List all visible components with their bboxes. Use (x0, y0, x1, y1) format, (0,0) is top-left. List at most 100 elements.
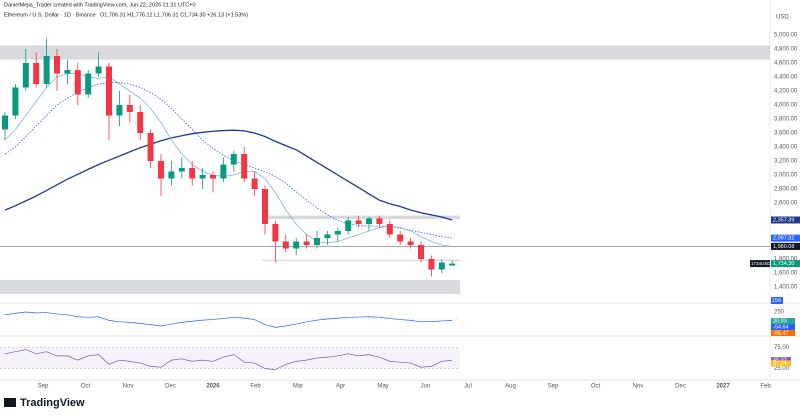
x-tick-label: Dec (165, 384, 176, 390)
candle-body (158, 161, 164, 179)
rsi-tag: 37.24 (773, 361, 787, 367)
ohlc: O1,706.31 H1,776.12 L1,706.31 C1,734.30 … (100, 12, 248, 18)
y-tick-label: 2,600.00 (774, 201, 798, 207)
candle-body (220, 164, 227, 179)
candle-body (12, 87, 19, 116)
x-tick-label: Feb (760, 384, 771, 390)
rsi-tag-bg (771, 357, 791, 364)
price-marker: 1734USD (751, 261, 771, 266)
macd-tag-bg (771, 318, 795, 324)
x-tick-label: Jul (464, 384, 472, 390)
rsi-band (0, 347, 461, 369)
x-tick-label: Sep (548, 384, 559, 390)
macd-tag: -54.64 (773, 324, 789, 330)
rsi-line (4, 349, 453, 371)
y-tick-label: 3,800.00 (774, 117, 798, 123)
zone (0, 45, 770, 60)
candle-body (345, 220, 352, 231)
x-tick-label: Dec (675, 384, 686, 390)
y-tick-label: 4,200.00 (774, 89, 798, 95)
candle-body (386, 224, 393, 235)
candle-body (199, 175, 206, 179)
candle-body (54, 56, 60, 74)
candle-body (293, 241, 300, 249)
marker-bg (750, 260, 770, 268)
candle-body (324, 234, 331, 238)
y-tick-label: 3,600.00 (774, 131, 798, 137)
ma-tag-bg (771, 216, 800, 224)
x-tick-label: Sep (38, 384, 49, 390)
candle-body (74, 70, 81, 95)
candle-body (126, 105, 133, 112)
candle-body (241, 154, 248, 179)
zone (0, 280, 461, 294)
candle-body (230, 154, 237, 165)
y-tick-label: 1,600.00 (774, 271, 798, 277)
candle-body (428, 259, 435, 270)
ma-line (4, 129, 453, 221)
candle-body (376, 218, 383, 224)
logo-icon (4, 398, 16, 407)
ma-line (4, 82, 453, 239)
candle-body (449, 263, 456, 266)
price-tag-bg (771, 260, 800, 268)
candle-body (303, 241, 310, 245)
x-tick-label: Mar (293, 384, 303, 390)
currency: USD (776, 15, 789, 21)
y-tick-label: 4,800.00 (774, 47, 798, 53)
ma-tag: 2,097.82 (773, 236, 794, 242)
macd-tick: 250 (774, 310, 785, 316)
candle-body (251, 178, 258, 189)
zone (262, 215, 461, 220)
candle-body (85, 73, 92, 95)
candle-body (168, 171, 175, 179)
candle-body (438, 262, 445, 270)
candle-body (147, 133, 154, 161)
y-tick-label: 4,000.00 (774, 103, 798, 109)
y-tick-label: 5,000.00 (774, 33, 798, 39)
x-tick-label: May (377, 384, 388, 390)
rsi-tag-bg (771, 360, 791, 367)
y-tick-label: 1,800.00 (774, 257, 798, 263)
candle-body (272, 224, 279, 242)
candle-body (282, 241, 289, 249)
price-tag: 1,734.30 (773, 261, 794, 267)
y-tick-label: 3,200.00 (774, 159, 798, 165)
x-tick-label: Oct (591, 384, 601, 390)
y-tick-label: 3,400.00 (774, 145, 798, 151)
candle-body (366, 218, 372, 224)
level-tag: 1,980.08 (773, 244, 794, 250)
candle-body (43, 56, 50, 84)
candle-body (137, 112, 144, 133)
credit: DanielMejia_Trader created with TradingV… (4, 2, 196, 8)
x-tick-label: Jun (421, 384, 431, 390)
candle-body (407, 241, 414, 245)
y-tick-label: 3,000.00 (774, 173, 798, 179)
x-tick-label: 2026 (206, 384, 220, 390)
y-tick-label: 4,400.00 (774, 75, 798, 81)
candle-body (22, 63, 29, 88)
candle-body (418, 245, 424, 259)
candle-body (178, 168, 185, 172)
volume-tag-bg (771, 297, 783, 304)
zone (262, 259, 461, 262)
ma-tag: 2,357.39 (773, 217, 794, 223)
x-tick-label: Nov (633, 384, 644, 390)
macd-tag: 30.83 (773, 318, 787, 324)
rsi-tick: 25.00 (774, 366, 790, 372)
macd-line (4, 311, 453, 328)
x-tick-label: Apr (336, 384, 345, 390)
chart-title: Ethereum / U.S. Dollar · 1D · Binance (4, 12, 96, 18)
candle-body (334, 231, 341, 235)
y-tick-label: 2,800.00 (774, 187, 798, 193)
candle-body (314, 238, 320, 245)
candle-body (210, 175, 216, 179)
candle-body (106, 66, 112, 116)
rsi-tick: 75.00 (774, 345, 790, 351)
x-tick-label: Aug (505, 384, 516, 390)
macd-tag-bg (771, 330, 795, 336)
candle-body (397, 234, 404, 242)
level-tag-bg (771, 242, 800, 250)
macd-tag: -85.47 (773, 330, 789, 336)
